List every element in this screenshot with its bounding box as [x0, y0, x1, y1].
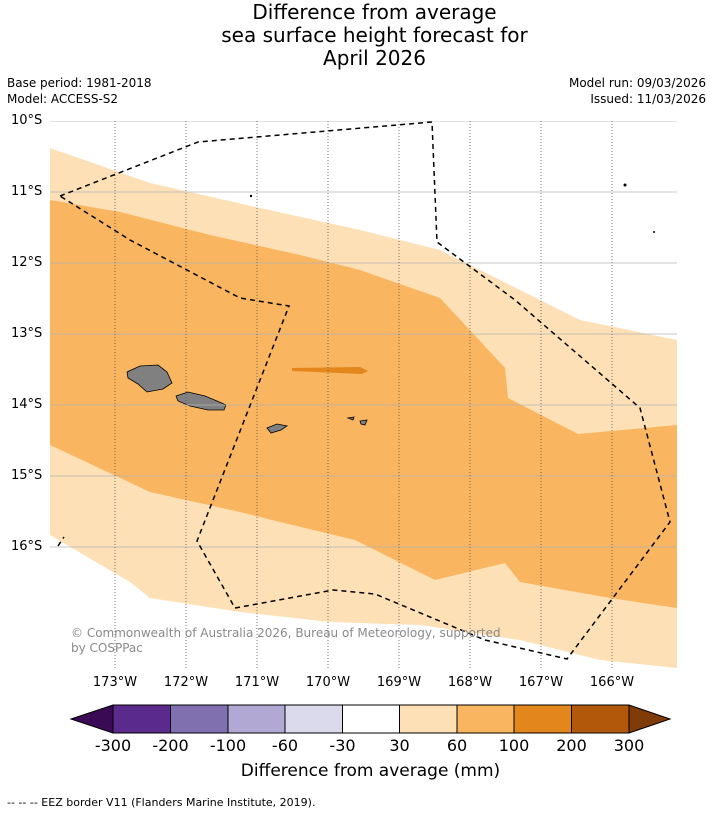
lon-label-171w: 171°W: [234, 675, 280, 690]
copyright-line-2: by COSPPac: [71, 641, 143, 655]
colorbar-tick-1: -300: [94, 736, 132, 755]
island-manua-2: [359, 419, 368, 426]
base-period: Base period: 1981-2018: [7, 76, 152, 90]
model-name: Model: ACCESS-S2: [7, 92, 119, 106]
colorbar-tick-7: 60: [446, 736, 468, 755]
colorbar-segment-9: [571, 705, 629, 733]
colorbar-segment-2: [170, 705, 228, 733]
colorbar-tick-9: 200: [556, 736, 587, 755]
islet-3: [653, 231, 655, 233]
colorbar-title: Difference from average (mm): [240, 761, 501, 781]
lon-label-172w: 172°W: [163, 675, 209, 690]
island-tutuila: [266, 423, 289, 434]
copyright-line-1: © Commonwealth of Australia 2026, Bureau…: [71, 626, 501, 640]
islet-1: [249, 194, 253, 198]
colorbar-tick-8: 100: [498, 736, 530, 755]
lon-label-169w: 169°W: [376, 675, 422, 690]
title-line-2: sea surface height forecast for: [221, 23, 528, 47]
colorbar-segment-3: [228, 705, 285, 733]
eez-border-samoa: [58, 121, 671, 660]
eez-footnote: -- -- -- EEZ border V11 (Flanders Marine…: [7, 796, 316, 809]
band-100-200: [292, 367, 368, 374]
colorbar-tick-2: -200: [152, 736, 189, 755]
colorbar-over: [629, 705, 670, 733]
colorbar-tick-4: -60: [271, 736, 299, 755]
issued-date: Issued: 11/03/2026: [590, 92, 706, 106]
lat-label-14s: 14°S: [11, 397, 43, 412]
lon-label-170w: 170°W: [305, 675, 351, 690]
colorbar-segment-1: [113, 705, 171, 733]
eez-border-fragment: [57, 536, 65, 547]
lat-label-16s: 16°S: [11, 539, 43, 554]
colorbar-tick-3: -100: [209, 736, 247, 755]
lon-label-166w: 166°W: [589, 675, 635, 690]
colorbar-under: [71, 705, 113, 733]
title-line-3: April 2026: [323, 46, 426, 70]
title-line-1: Difference from average: [252, 0, 497, 24]
lat-label-15s: 15°S: [11, 468, 43, 483]
colorbar-tick-5: -30: [329, 736, 356, 755]
island-manua-1: [346, 416, 355, 421]
lon-gridlines: [114, 121, 613, 668]
lon-label-167w: 167°W: [518, 675, 564, 690]
colorbar-segment-5: [342, 705, 400, 733]
lat-label-11s: 11°S: [11, 184, 43, 199]
island-savaii: [126, 364, 173, 393]
lat-gridlines: [50, 121, 677, 548]
islet-2: [623, 183, 627, 187]
band-60-100: [50, 200, 677, 608]
colorbar-tick-10: 300: [613, 736, 645, 755]
colorbar-segment-8: [514, 705, 572, 733]
colorbar-segment-6: [399, 705, 457, 733]
island-upolu: [175, 391, 227, 411]
model-run: Model run: 09/03/2026: [568, 76, 706, 90]
map-area: [50, 121, 677, 668]
colorbar-segment-4: [285, 705, 343, 733]
map-title: Difference from average sea surface heig…: [0, 1, 713, 70]
lat-label-13s: 13°S: [11, 326, 43, 341]
lat-label-12s: 12°S: [11, 255, 43, 270]
colorbar: [69, 704, 672, 734]
lon-label-168w: 168°W: [447, 675, 493, 690]
colorbar-segment-7: [457, 705, 514, 733]
colorbar-tick-6: 30: [389, 736, 410, 755]
lon-label-173w: 173°W: [92, 675, 138, 690]
meta-right: Model run: 09/03/2026 Issued: 11/03/2026: [569, 75, 706, 107]
copyright-notice: © Commonwealth of Australia 2026, Bureau…: [71, 626, 501, 656]
meta-left: Base period: 1981-2018 Model: ACCESS-S2: [7, 75, 152, 107]
lat-label-10s: 10°S: [11, 113, 43, 128]
